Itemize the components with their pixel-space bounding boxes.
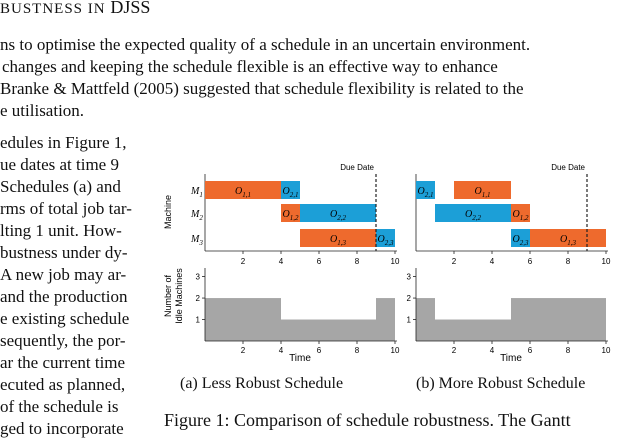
idle-y-tick-label: 2 xyxy=(407,294,412,303)
operation-bar xyxy=(511,204,530,222)
gantt-x-tick-label: 6 xyxy=(317,257,322,266)
idle-axis-label-line1: Number of xyxy=(163,275,173,318)
operation-bar xyxy=(300,204,376,222)
machine-label: M2 xyxy=(190,209,203,222)
machine-label: M3 xyxy=(190,234,203,247)
machine-label: M1 xyxy=(190,186,203,199)
operation-label: O2,2 xyxy=(465,209,481,222)
operation-label: O2,3 xyxy=(378,234,394,247)
idle-axis-label-line2: Idle Machines xyxy=(174,268,184,324)
caption-b: (b) More Robust Schedule xyxy=(416,375,586,392)
idle-x-tick-label: 10 xyxy=(391,346,400,355)
operation-label: O1,3 xyxy=(330,234,346,247)
paragraph-left-line: of the schedule is xyxy=(0,397,119,416)
paragraph-top-line: e utilisation. xyxy=(0,101,85,120)
gantt-x-tick-label: 6 xyxy=(528,257,533,266)
operation-label: O1,3 xyxy=(560,234,576,247)
operation-bar xyxy=(205,181,281,199)
idle-x-tick-label: 6 xyxy=(528,346,533,355)
operation-label: O2,2 xyxy=(330,209,346,222)
due-date-label: Due Date xyxy=(551,163,585,172)
gantt-x-tick-label: 4 xyxy=(279,257,284,266)
idle-step xyxy=(416,298,435,341)
figure-caption: Figure 1: Comparison of schedule robustn… xyxy=(164,410,571,430)
robustness-figure: Machine Number of Idle Machines M1 M2 M3 2 4… xyxy=(163,163,611,364)
time-axis-label: Time xyxy=(289,353,311,364)
operation-bar xyxy=(281,181,300,199)
idle-y-tick-label: 3 xyxy=(407,273,412,282)
operation-bar xyxy=(454,181,511,199)
idle-y-tick-label: 3 xyxy=(196,273,201,282)
operation-bar xyxy=(511,229,530,247)
running-header-big: DJSS xyxy=(110,0,151,17)
operation-bar xyxy=(416,181,435,199)
gantt-x-tick-label: 10 xyxy=(602,257,611,266)
idle-step xyxy=(376,298,395,341)
operation-bar xyxy=(530,229,606,247)
time-axis-label: Time xyxy=(500,353,522,364)
paragraph-left-line: ue dates at time 9 xyxy=(0,155,119,174)
paragraph-top-line: changes and keeping the schedule flexibl… xyxy=(2,57,498,76)
paragraph-left-line: Schedules (a) and xyxy=(0,177,121,196)
idle-y-tick-label: 2 xyxy=(196,294,201,303)
idle-x-tick-label: 10 xyxy=(602,346,611,355)
idle-step xyxy=(435,319,511,341)
paragraph-left-line: rms of total job tar- xyxy=(0,199,132,218)
gantt-x-tick-label: 8 xyxy=(355,257,360,266)
paragraph-top-line: Branke & Mattfeld (2005) suggested that … xyxy=(0,79,524,98)
paragraph-top-line: ns to optimise the expected quality of a… xyxy=(0,35,531,54)
idle-y-tick-label: 1 xyxy=(407,316,412,325)
paragraph-left-line: ecuted as planned, xyxy=(0,375,126,394)
paragraph-left-line: bustness under dy- xyxy=(0,243,128,262)
paragraph-left-line: A new job may ar- xyxy=(0,265,127,284)
due-date-label: Due Date xyxy=(340,163,374,172)
paragraph-left-line: and the production xyxy=(0,287,128,306)
idle-step xyxy=(281,319,376,341)
idle-x-tick-label: 2 xyxy=(452,346,457,355)
operation-bar xyxy=(376,229,395,247)
paragraph-left-line: lting 1 unit. How- xyxy=(0,221,122,240)
panel-a: M1 M2 M3 2 4 6 8 10 O1,1 O2,1 O1,2 O2,2 O1,3 O2,3 Due … xyxy=(190,163,400,364)
idle-x-tick-label: 6 xyxy=(317,346,322,355)
gantt-x-tick-label: 10 xyxy=(391,257,400,266)
idle-x-tick-label: 4 xyxy=(279,346,284,355)
caption-a: (a) Less Robust Schedule xyxy=(180,375,344,392)
running-header: BUSTNESS IN DJSS xyxy=(0,0,150,18)
idle-step xyxy=(511,298,606,341)
operation-label: O1,1 xyxy=(475,186,491,199)
paragraph-left-line: sequently, the por- xyxy=(0,331,126,350)
panel-b: 2 4 6 8 10 O2,1 O1,1 O2,2 O1,2 O2,3 O1,3 Due Date 1 2… xyxy=(407,163,611,364)
operation-label: O1,2 xyxy=(513,209,529,222)
paragraph-left-line: ged to incorporate xyxy=(0,419,124,438)
gantt-x-tick-label: 2 xyxy=(241,257,246,266)
idle-x-tick-label: 8 xyxy=(566,346,571,355)
idle-step xyxy=(205,298,281,341)
idle-y-tick-label: 1 xyxy=(196,316,201,325)
gantt-x-tick-label: 8 xyxy=(566,257,571,266)
idle-x-tick-label: 8 xyxy=(355,346,360,355)
operation-bar xyxy=(435,204,511,222)
operation-bar xyxy=(300,229,376,247)
gantt-x-tick-label: 2 xyxy=(452,257,457,266)
paragraph-left-line: e existing schedule xyxy=(0,309,130,328)
operation-bar xyxy=(281,204,300,222)
operation-label: O2,1 xyxy=(283,186,299,199)
paragraph-left-line: edules in Figure 1, xyxy=(0,133,127,152)
operation-label: O1,2 xyxy=(283,209,299,222)
operation-label: O2,1 xyxy=(418,186,434,199)
operation-label: O1,1 xyxy=(235,186,251,199)
idle-x-tick-label: 4 xyxy=(490,346,495,355)
paragraph-left-line: ar the current time xyxy=(0,353,126,372)
idle-x-tick-label: 2 xyxy=(241,346,246,355)
operation-label: O2,3 xyxy=(513,234,529,247)
machine-axis-label: Machine xyxy=(163,195,173,229)
running-header-small: BUSTNESS IN xyxy=(0,1,111,17)
gantt-x-tick-label: 4 xyxy=(490,257,495,266)
